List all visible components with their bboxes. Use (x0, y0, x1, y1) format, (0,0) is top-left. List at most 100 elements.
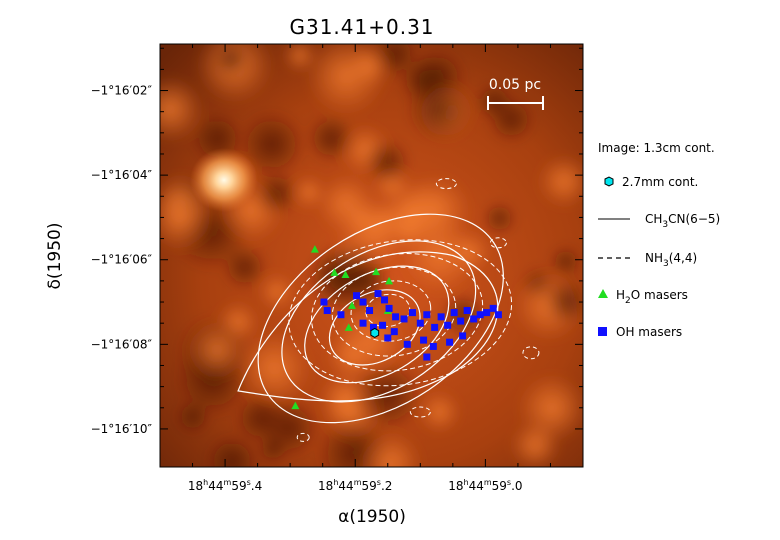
oh-maser-point (374, 290, 382, 298)
texture-blob (360, 432, 422, 467)
markers-layer (291, 245, 502, 410)
oh-maser-point (423, 353, 431, 361)
axis-ticks (159, 44, 583, 467)
oh-maser-point (450, 309, 458, 317)
h2o-maser-point (347, 301, 356, 309)
texture-blob (483, 202, 516, 235)
oh-maser-point (494, 311, 502, 319)
nh3-contour (350, 280, 432, 342)
oh-maser-point (457, 317, 465, 325)
oh-maser-point (366, 306, 374, 314)
x-tick-label: 18h44m59s.2 (318, 478, 392, 493)
oh-maser-point (437, 313, 445, 321)
nh3-contour (489, 237, 507, 249)
ch3cn-contour (237, 251, 499, 402)
texture-blob (259, 274, 295, 310)
oh-maser-point (463, 306, 471, 314)
oh-maser-point (392, 313, 400, 321)
oh-maser-point (489, 304, 497, 312)
legend-label-ch3cn: CH3CN(6−5) (645, 212, 720, 230)
scale-bar: 0.05 pc (487, 77, 544, 110)
texture-blob (187, 320, 246, 380)
ch3cn-contour (304, 265, 450, 384)
oh-maser-point (429, 342, 437, 350)
texture-blob (176, 400, 209, 433)
y-tick-label: −1°16′06″ (91, 253, 153, 267)
ch3cn-contour (257, 213, 504, 424)
h2o-maser-point (344, 323, 353, 331)
texture-blob (238, 110, 306, 178)
y-tick-label: −1°16′08″ (91, 337, 153, 351)
nh3-contour (311, 253, 484, 372)
nh3-contour (522, 346, 540, 360)
h2o-maser-point (372, 267, 381, 276)
legend-triangle-icon (598, 289, 608, 298)
oh-maser-point (379, 321, 387, 329)
texture-blob (488, 96, 535, 143)
texture-blob (284, 44, 316, 72)
nh3-contour (288, 239, 513, 387)
nh3-contour (409, 406, 431, 418)
texture-blob (254, 170, 300, 216)
y-axis-title: δ(1950) (45, 223, 65, 290)
scale-bar-label: 0.05 pc (489, 77, 541, 93)
y-tick-labels: −1°16′02″ −1°16′04″ −1°16′06″ −1°16′08″ −1°1… (91, 84, 153, 436)
texture-blob (238, 331, 311, 405)
oh-maser-point (476, 311, 484, 319)
oh-maser-point (369, 323, 377, 331)
continuum-image (160, 44, 583, 467)
texture-blob (259, 398, 319, 458)
texture-blob (407, 77, 471, 141)
texture-blob (544, 279, 583, 325)
texture-blob (351, 359, 424, 432)
oh-maser-point (403, 340, 411, 348)
oh-maser-point (459, 332, 467, 340)
nh3-contour (365, 293, 411, 328)
texture-blob (222, 245, 267, 290)
legend-label-oh: OH masers (616, 325, 682, 339)
x-tick-label: 18h44m59s.4 (188, 478, 262, 493)
ch3cn-contour (281, 240, 477, 403)
oh-maser-point (416, 319, 424, 327)
oh-maser-point (390, 328, 398, 336)
legend: Image: 1.3cm cont. 2.7mm cont. CH3CN(6−5… (598, 141, 720, 339)
oh-maser-point (408, 309, 416, 317)
texture-blob (307, 114, 356, 163)
h2o-maser-point (291, 401, 300, 410)
cont-2-7mm-point (370, 327, 380, 338)
texture-blob (364, 139, 411, 185)
y-tick-label: −1°16′10″ (91, 422, 153, 436)
oh-maser-point (423, 311, 431, 319)
nh3-contour (435, 178, 457, 190)
nh3-contour (296, 432, 310, 442)
oh-maser-point (431, 323, 439, 331)
oh-maser-point (359, 298, 367, 306)
texture-blob (419, 391, 460, 432)
nh3-contour (331, 266, 457, 357)
oh-maser-point (320, 298, 328, 306)
legend-image-note: Image: 1.3cm cont. (598, 141, 715, 155)
texture-blob (449, 232, 490, 273)
oh-maser-point (384, 334, 392, 342)
oh-maser-point (444, 321, 452, 329)
contours-layer (237, 178, 540, 442)
texture-blob (511, 421, 560, 467)
plot-frame (159, 43, 584, 468)
texture-blob (160, 76, 203, 142)
oh-maser-point (446, 338, 454, 346)
texture-blob (402, 176, 470, 244)
legend-hexagon-icon (604, 176, 614, 187)
h2o-maser-point (341, 270, 350, 279)
h2o-maser-point (385, 276, 394, 285)
texture-blob (538, 156, 583, 207)
y-tick-label: −1°16′04″ (91, 168, 153, 182)
texture-blob (306, 44, 386, 116)
oh-maser-point (381, 296, 389, 304)
texture-blob (206, 435, 258, 467)
texture-blob (550, 246, 581, 277)
oh-maser-point (353, 292, 361, 300)
oh-maser-point (483, 309, 491, 317)
oh-maser-point (337, 311, 345, 319)
x-tick-labels: 18h44m59s.4 18h44m59s.2 18h44m59s.0 (188, 478, 523, 493)
